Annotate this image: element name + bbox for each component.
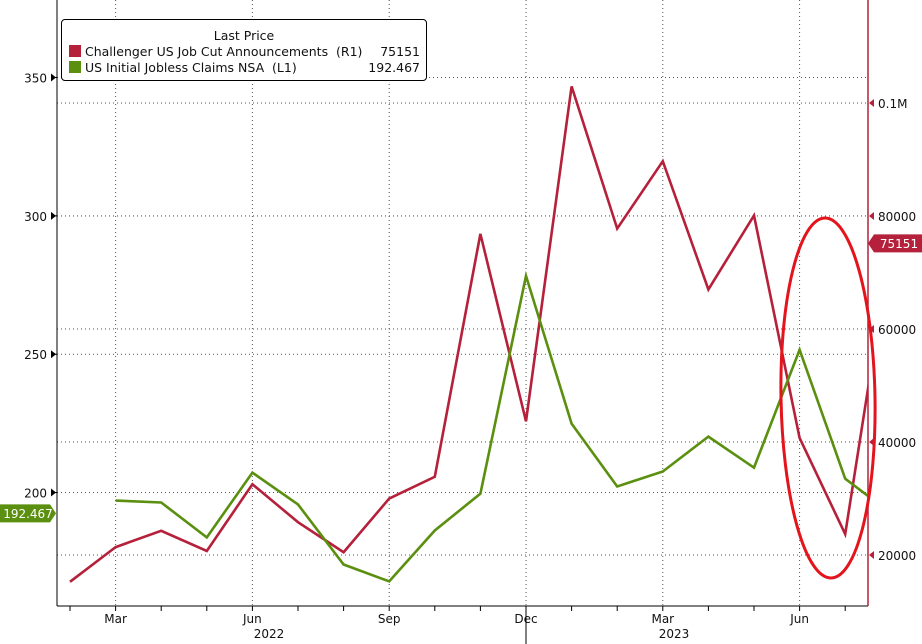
x-tick-label: Jun: [242, 612, 262, 626]
right-tick-label: 0.1M: [878, 97, 907, 111]
left-tick-label: 350: [24, 71, 47, 85]
legend: Last Price Challenger US Job Cut Announc…: [61, 19, 427, 81]
left-tick-arrow: [51, 211, 56, 220]
series-line-job-cuts: [69, 85, 868, 583]
right-tick-arrow: [869, 211, 874, 220]
annotation-ellipse: [779, 216, 877, 580]
x-tick-label: Jun: [789, 612, 809, 626]
right-tick-arrow: [869, 550, 874, 559]
legend-swatch-red: [69, 45, 81, 57]
legend-label: US Initial Jobless Claims NSA (L1): [85, 59, 297, 75]
right-tick-label: 80000: [878, 210, 916, 224]
series-line-jobless-claims: [115, 270, 868, 583]
year-label: 2022: [254, 627, 285, 641]
legend-label: Challenger US Job Cut Announcements (R1): [85, 43, 363, 59]
last-value-left: 192.467: [3, 507, 53, 521]
legend-title: Last Price: [213, 28, 275, 43]
left-tick-label: 300: [24, 210, 47, 224]
last-value-right: 75151: [880, 237, 918, 251]
legend-swatch-green: [69, 61, 81, 73]
x-tick-label: Sep: [378, 612, 401, 626]
last-value-tag-left: [0, 504, 56, 523]
right-tick-label: 60000: [878, 323, 916, 337]
x-tick-label: Mar: [104, 612, 127, 626]
right-tick-arrow: [869, 98, 874, 107]
legend-value: 192.467: [368, 59, 420, 75]
left-tick-arrow: [51, 73, 56, 82]
right-tick-label: 20000: [878, 549, 916, 563]
legend-value: 75151: [380, 43, 420, 59]
right-tick-label: 40000: [878, 436, 916, 450]
left-tick-label: 250: [24, 348, 47, 362]
x-tick-label: Mar: [651, 612, 674, 626]
left-tick-label: 200: [24, 487, 47, 501]
left-tick-arrow: [51, 488, 56, 497]
left-tick-arrow: [51, 350, 56, 359]
right-tick-arrow: [869, 437, 874, 446]
legend-entry-job-cuts: Challenger US Job Cut Announcements (R1)…: [62, 43, 426, 59]
legend-entry-jobless-claims: US Initial Jobless Claims NSA (L1) 192.4…: [62, 59, 426, 75]
year-label: 2023: [659, 627, 690, 641]
last-value-tag-right: [868, 234, 922, 253]
